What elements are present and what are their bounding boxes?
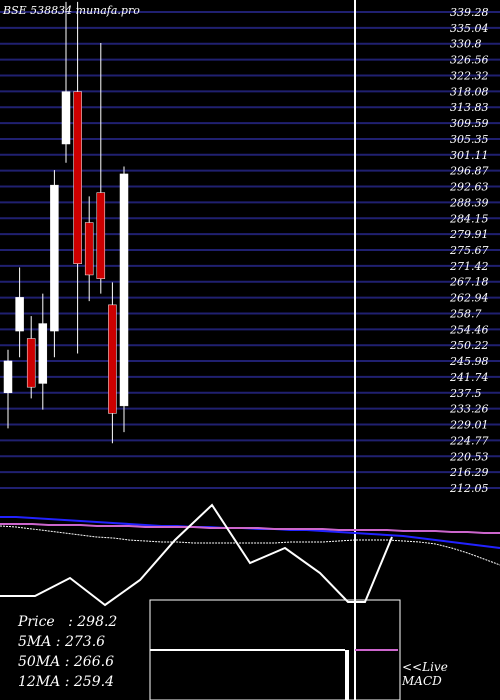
price-level-label: 241.74 (449, 371, 489, 384)
macd-panel (0, 503, 393, 607)
candlesticks (3, 1, 129, 444)
price-level-label: 220.53 (449, 450, 489, 463)
price-level-label: 309.59 (450, 117, 489, 130)
ma-line-12ma (0, 525, 500, 566)
price-grid (0, 11, 500, 489)
candle-body (96, 192, 106, 279)
live-macd-label: <<Live MACD (402, 660, 448, 688)
price-level-label: 301.11 (450, 149, 489, 162)
price-level-label: 284.15 (449, 212, 489, 225)
macd-label: MACD (402, 674, 442, 688)
ma-line-50ma (0, 523, 500, 534)
ticker-label: BSE 538834 munafa.pro (2, 4, 140, 17)
price-level-label: 245.98 (449, 355, 489, 368)
price-level-label: 318.08 (450, 85, 489, 98)
candle-body (61, 91, 71, 145)
price-level-label: 224.77 (449, 434, 489, 447)
info-12ma: 12MA : 259.4 (18, 674, 114, 690)
candle-body (26, 338, 36, 388)
price-level-label: 258.7 (449, 307, 482, 320)
price-level-label: 322.32 (450, 69, 489, 82)
price-level-label: 254.46 (449, 323, 489, 336)
info-50ma: 50MA : 266.6 (18, 654, 114, 670)
info-5ma: 5MA : 273.6 (18, 634, 106, 650)
price-level-label: 330.8 (450, 38, 482, 51)
price-level-label: 288.39 (449, 196, 489, 209)
price-level-label: 305.35 (450, 133, 489, 146)
price-level-label: 335.04 (450, 22, 489, 35)
price-level-label: 339.28 (450, 6, 489, 19)
price-level-label: 275.67 (449, 244, 489, 257)
macd-bar (345, 650, 349, 700)
price-level-label: 212.05 (449, 482, 489, 495)
info-price: Price : 298.2 (18, 614, 118, 630)
candle-body (3, 360, 13, 394)
macd-line (0, 503, 393, 607)
candle-body (84, 222, 94, 276)
live-label: <<Live (402, 660, 448, 674)
price-level-label: 237.5 (449, 387, 482, 400)
price-level-label: 262.94 (449, 292, 489, 305)
price-level-label: 233.26 (449, 403, 489, 416)
price-level-label: 267.18 (449, 276, 489, 289)
moving-average-lines (0, 516, 500, 566)
candle-body (50, 184, 59, 332)
price-level-label: 292.63 (449, 181, 489, 194)
candle-body (38, 323, 48, 384)
candle-body (108, 304, 117, 414)
price-level-label: 250.22 (449, 339, 489, 352)
price-level-label: 326.56 (450, 54, 489, 67)
price-level-labels: 339.28 335.04 330.8 326.56 322.32 318.08 313.8… (449, 6, 489, 495)
price-level-label: 296.87 (449, 165, 489, 178)
price-level-label: 313.83 (450, 101, 489, 114)
candle-body (119, 173, 129, 407)
price-level-label: 271.42 (449, 260, 489, 273)
price-level-label: 279.91 (449, 228, 489, 241)
price-level-label: 216.29 (449, 466, 489, 479)
price-level-label: 229.01 (449, 419, 489, 432)
candle-body (73, 91, 82, 264)
candle-body (15, 297, 24, 332)
